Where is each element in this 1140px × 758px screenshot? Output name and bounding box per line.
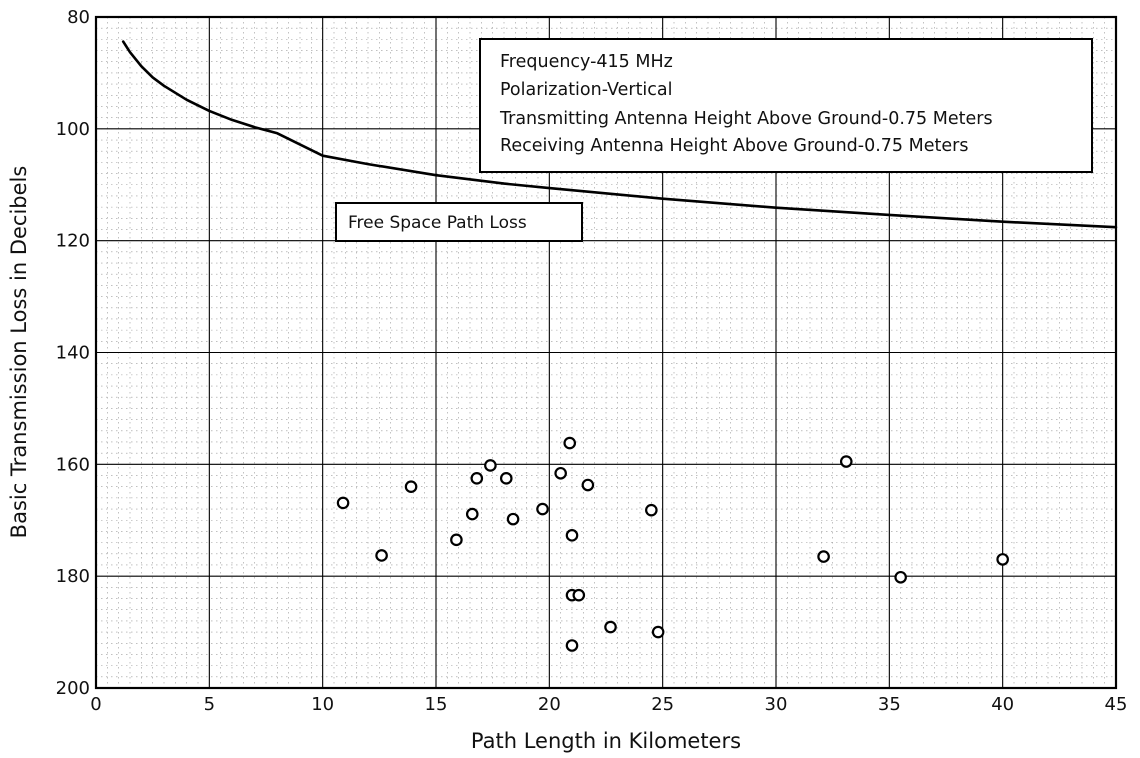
- x-tick-label: 25: [651, 694, 674, 715]
- tick-layer: 0 5 10 15 20 25 30 35 40 45 80 100 120 140 160 180 200: [56, 7, 1128, 715]
- measurement-point: [572, 588, 586, 602]
- measurement-point: [651, 625, 665, 639]
- measurement-point: [554, 466, 567, 480]
- measurement-point: [604, 620, 617, 634]
- x-tick-label: 40: [991, 694, 1014, 715]
- measurement-point: [996, 553, 1009, 566]
- measurement-point: [581, 478, 595, 492]
- measurement-point: [565, 529, 579, 542]
- measurement-point: [484, 459, 497, 472]
- y-tick-label: 160: [56, 454, 90, 475]
- x-tick-label: 20: [538, 694, 561, 715]
- measurement-point: [465, 507, 479, 521]
- x-tick-label: 35: [878, 694, 901, 715]
- x-tick-label: 30: [765, 694, 788, 715]
- free-space-label-frame: [335, 202, 583, 242]
- free-space-label: Free Space Path Loss: [348, 213, 527, 233]
- x-tick-label: 15: [425, 694, 448, 715]
- x-tick-label: 0: [90, 694, 101, 715]
- legend-line-frequency: Frequency-415 MHz: [500, 52, 673, 72]
- measurement-point: [839, 455, 853, 468]
- measurement-point: [450, 533, 463, 547]
- x-tick-label: 5: [204, 694, 215, 715]
- measurement-point: [894, 570, 907, 584]
- measurement-point: [563, 436, 577, 450]
- y-axis-title: Basic Transmission Loss in Decibels: [7, 166, 31, 539]
- measurement-point: [536, 502, 549, 516]
- measurement-point: [499, 472, 513, 485]
- y-tick-label: 100: [56, 119, 90, 140]
- measurement-point: [470, 472, 484, 485]
- measurement-point: [645, 503, 658, 517]
- legend-line-receive-height: Receiving Antenna Height Above Ground-0.…: [500, 136, 968, 156]
- free-space-label-box: Free Space Path Loss: [335, 202, 583, 242]
- x-axis-title: Path Length in Kilometers: [471, 729, 741, 753]
- y-tick-label: 120: [56, 231, 90, 252]
- y-tick-label: 200: [56, 678, 90, 699]
- measurement-point: [506, 512, 520, 526]
- series-layer: [121, 40, 1118, 652]
- measurement-point: [565, 639, 579, 652]
- x-tick-label: 10: [311, 694, 334, 715]
- legend-box: Frequency-415 MHz Polarization-Vertical …: [479, 38, 1093, 173]
- plot-frame: [94, 15, 1118, 690]
- y-tick-label: 80: [67, 7, 90, 28]
- legend-line-polarization: Polarization-Vertical: [500, 80, 673, 100]
- x-tick-label: 45: [1105, 694, 1128, 715]
- measurement-point: [404, 480, 418, 493]
- measurement-point: [375, 549, 388, 562]
- measurement-point: [336, 496, 350, 510]
- y-tick-label: 140: [56, 343, 90, 364]
- free-space-path-loss-line: [121, 40, 1118, 229]
- legend-frame: [479, 38, 1093, 173]
- legend-line-transmit-height: Transmitting Antenna Height Above Ground…: [499, 109, 993, 129]
- measurement-point: [817, 550, 830, 563]
- y-tick-label: 180: [56, 566, 90, 587]
